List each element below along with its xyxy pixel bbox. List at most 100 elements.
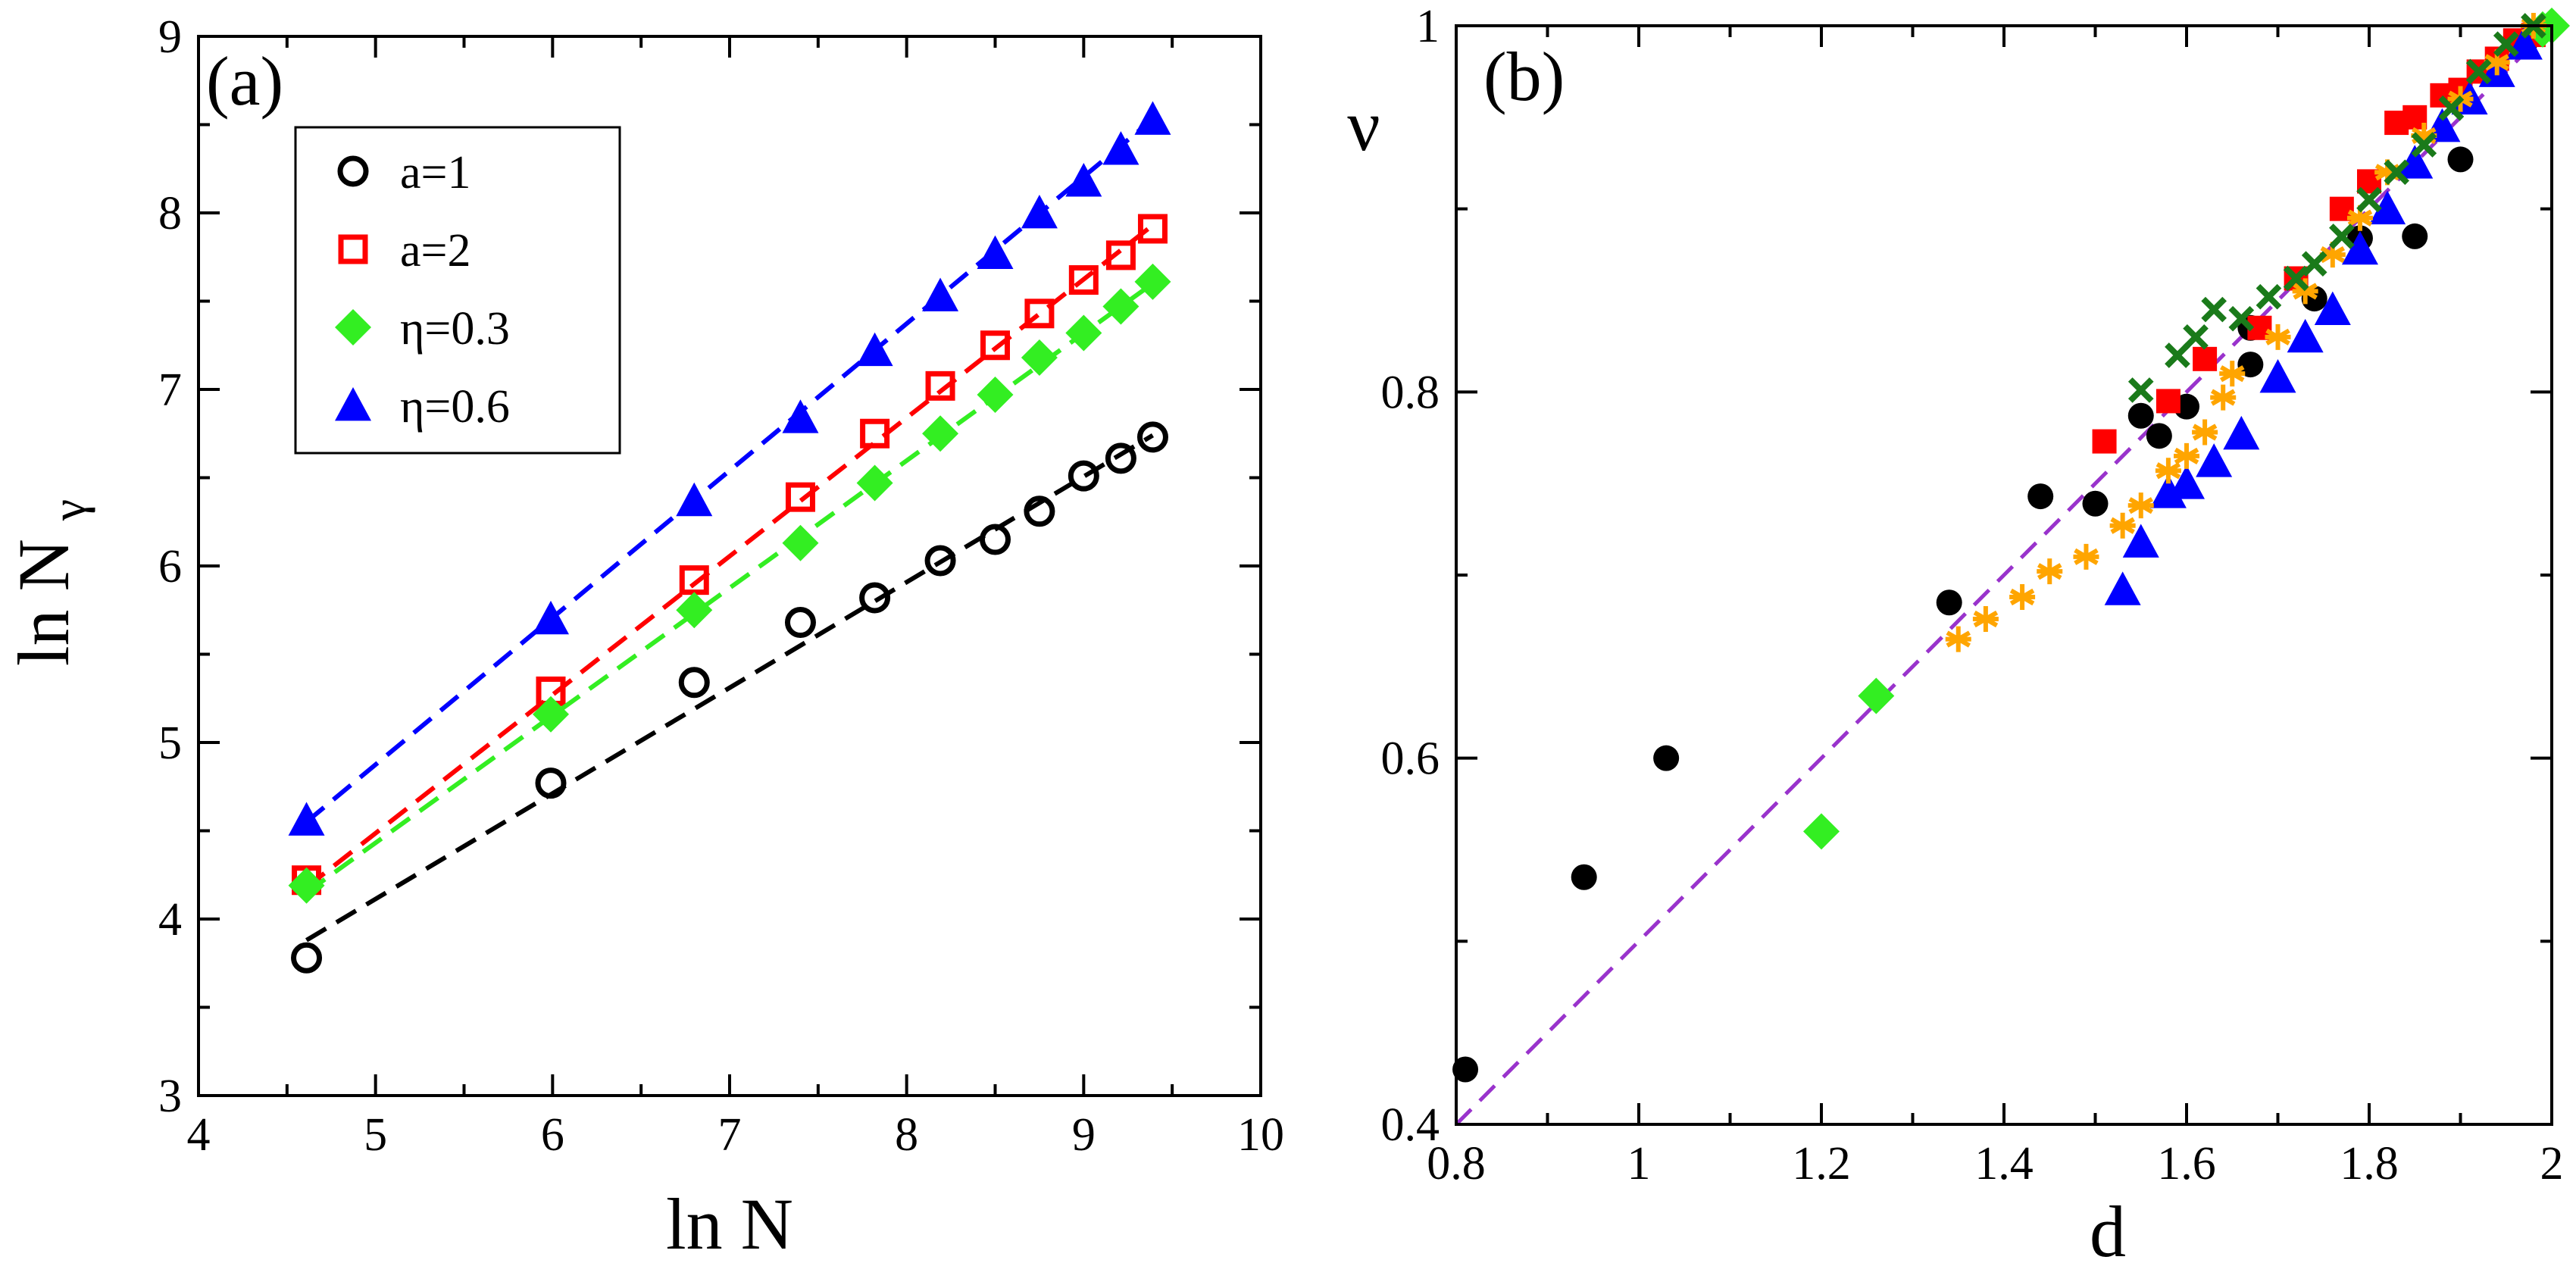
- panel-b-series-0-point: [1571, 864, 1597, 890]
- panel-b-series-5-point: [2201, 296, 2227, 323]
- panel-a-series-1-point: [1137, 214, 1168, 244]
- legend-item-2: η=0.3: [335, 303, 510, 355]
- panel-a-series-3-point: [1021, 195, 1058, 229]
- panel-a-series-0-point: [1105, 442, 1136, 474]
- panel-b-series-0-point: [2027, 483, 2054, 510]
- panel-a-y-tick-label: 5: [158, 717, 182, 769]
- panel-b-series-0-point: [2082, 490, 2109, 517]
- panel-a-series-0-point: [1136, 421, 1168, 453]
- panel-a-y-tick-label: 4: [158, 894, 182, 946]
- panel-b-marks: [1452, 8, 2570, 1126]
- panel-b-label: (b): [1483, 38, 1565, 115]
- panel-b-series-4-point: [2155, 458, 2181, 484]
- panel-a-y-axis-title-subscript: γ: [42, 499, 95, 521]
- panel-a-y-tick-label: 9: [158, 11, 182, 63]
- panel-a-x-tick-label: 10: [1237, 1109, 1284, 1161]
- panel-b-y-axis-title: ν: [1347, 85, 1380, 166]
- panel-a-series-3-point: [1065, 163, 1102, 197]
- panel-a-series-1-point: [1105, 240, 1136, 270]
- panel-b-series-3-point: [2287, 318, 2324, 353]
- panel-b-series-3-point: [2259, 359, 2296, 393]
- legend-item-3: η=0.6: [335, 381, 510, 433]
- panel-a-series-3-point: [922, 277, 959, 311]
- panel-a-x-axis-title: ln N: [666, 1183, 793, 1263]
- panel-b-y-tick-label: 0.6: [1381, 733, 1440, 785]
- panel-a-series-2-point: [1021, 339, 1058, 377]
- panel-a-series-0-point: [678, 667, 710, 699]
- panel-b-series-0-point: [2146, 423, 2172, 449]
- panel-a-series-0-point: [1024, 496, 1055, 527]
- panel-b-x-tick-label: 0.8: [1427, 1138, 1486, 1190]
- panel-b-series-4-point: [2292, 278, 2318, 305]
- panel-a-x-tick-label: 6: [541, 1109, 564, 1161]
- panel-b-series-5-point: [2356, 186, 2382, 213]
- panel-b-series-3-point: [2341, 230, 2378, 265]
- legend-label-3: η=0.6: [400, 381, 510, 433]
- panel-a-series-3-point: [288, 802, 325, 836]
- panel-a-series-0-point: [535, 767, 567, 799]
- panel-a-series-2-point: [856, 464, 893, 502]
- panel-b-series-0-point: [2237, 352, 2264, 378]
- panel-a-y-tick-label: 3: [158, 1071, 182, 1122]
- panel-a-series-1-point: [785, 482, 815, 512]
- panel-b-series-5-point: [2438, 95, 2465, 121]
- panel-b-series-4-point: [2073, 543, 2099, 570]
- panel-b-series-0-point: [2402, 223, 2428, 249]
- panel-b-series-4-point: [2109, 512, 2136, 539]
- panel-a-series-2-point: [288, 867, 325, 904]
- panel-a-series-1-fit-line: [305, 223, 1155, 889]
- panel-a-series-2-point: [1134, 263, 1171, 300]
- panel-b-series-5-point: [2384, 159, 2409, 186]
- panel-a-series-0-point: [784, 607, 816, 639]
- panel-b-series-1-point: [2156, 389, 2181, 414]
- panel-b-series-3-point: [2396, 145, 2434, 179]
- panel-a-series-2-point: [676, 592, 713, 629]
- legend-label-0: a=1: [400, 147, 470, 199]
- panel-a-series-3-point: [1102, 131, 1140, 165]
- panel-b-reference-line: [1455, 24, 2553, 1126]
- panel-a-series-0: [291, 421, 1168, 974]
- panel-b-x-axis-title: d: [2090, 1191, 2126, 1263]
- panel-b-series-3-point: [2314, 291, 2351, 325]
- panel-a-marks: [288, 101, 1171, 974]
- legend-label-2: η=0.3: [400, 303, 510, 355]
- panel-a-series-3-point: [676, 482, 713, 517]
- panel-b-series-5-point: [2228, 305, 2255, 332]
- panel-b-x-tick-label: 1.4: [1974, 1138, 2034, 1190]
- panel-b-series-4-point: [2411, 123, 2437, 148]
- panel-b: 0.8 1 1.2 1.4 1.6 1.8 2 0.4 0.6 0.8 1 (b) d ν: [1347, 1, 2570, 1263]
- panel-a-series-2-point: [1102, 288, 1140, 325]
- panel-a-series-0-fit-line: [305, 433, 1155, 943]
- panel-b-series-4-point: [2192, 419, 2218, 445]
- panel-b-series-2-point: [1803, 813, 1840, 850]
- svg-text:ln N γ: ln N γ: [3, 499, 95, 666]
- panel-b-series-4-point: [2319, 242, 2346, 268]
- panel-b-series-5-point: [2165, 342, 2190, 368]
- panel-b-series-0-point: [2447, 146, 2474, 173]
- panel-b-series-2-point: [1858, 677, 1895, 714]
- panel-b-series-4-point: [1972, 606, 1999, 632]
- panel-b-series-4-point: [2374, 159, 2401, 186]
- panel-b-series-3-point: [2168, 465, 2205, 499]
- panel-b-series-4-point: [2346, 205, 2373, 231]
- panel-b-series-4-point: [2484, 49, 2510, 76]
- panel-a-series-3-point: [532, 600, 569, 635]
- legend-marker-1: [338, 234, 368, 264]
- panel-a-series-3: [288, 101, 1171, 836]
- panel-a-series-2-point: [782, 524, 819, 561]
- panel-b-x-tick-label: 1: [1627, 1138, 1651, 1190]
- legend-marker-3: [335, 387, 371, 421]
- panel-b-series-5-point: [2183, 324, 2209, 350]
- panel-b-y-tick-label: 0.8: [1381, 367, 1440, 418]
- panel-a-y-tick-label: 7: [158, 364, 182, 416]
- panel-b-series-4: [1945, 13, 2546, 652]
- panel-a-series-3-point: [977, 235, 1014, 269]
- panel-b-series-4-point: [2037, 558, 2063, 585]
- panel-b-x-tick-label: 1.8: [2340, 1138, 2399, 1190]
- panel-b-series-0-point: [1653, 745, 1680, 771]
- panel-a-series-1-point: [1024, 299, 1055, 329]
- panel-b-series-1-point: [2092, 429, 2117, 454]
